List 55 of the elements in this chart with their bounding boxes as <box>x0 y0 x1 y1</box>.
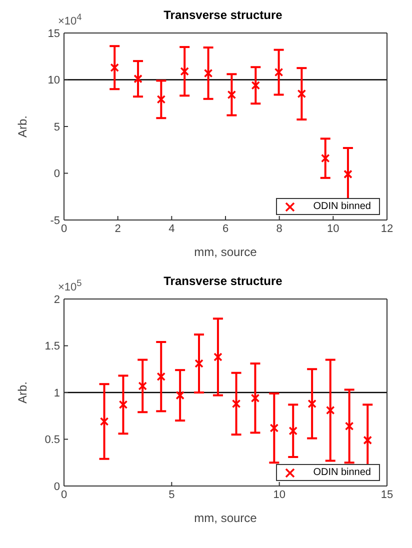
x-tick-label: 10 <box>327 222 340 235</box>
point <box>227 90 236 100</box>
point <box>194 359 204 368</box>
y-tick-label: 1 <box>54 387 60 400</box>
point <box>344 170 352 179</box>
y-axis-title: Arb. <box>15 115 30 138</box>
text: ×10$^{5}$ <box>58 278 82 294</box>
x-tick-label: 15 <box>380 488 394 501</box>
y-axis-title: Arb. <box>15 381 30 404</box>
y-tick-label: 10 <box>48 74 60 87</box>
y-tick-label: 15 <box>48 28 60 40</box>
x-tick-label: 6 <box>222 222 229 235</box>
y-tick-label: 0 <box>54 168 60 180</box>
y-tick-label: 1.5 <box>44 340 60 353</box>
chart-title: Transverse structure <box>164 8 282 22</box>
chart-title: Transverse structure <box>164 274 282 288</box>
point <box>118 400 128 410</box>
point <box>326 406 335 415</box>
point <box>204 68 213 78</box>
point <box>156 372 166 382</box>
x-tick-label: 8 <box>276 222 282 235</box>
y-tick-label: 0.5 <box>44 434 60 446</box>
x-axis-title: mm, source <box>194 245 258 259</box>
point <box>363 436 372 445</box>
point <box>250 394 260 403</box>
point <box>232 399 241 408</box>
y-tick-label: 5 <box>54 121 60 134</box>
point <box>320 154 330 163</box>
point <box>134 74 142 84</box>
point <box>251 80 260 90</box>
x-tick-label: 10 <box>273 488 286 501</box>
x-tick-label: 4 <box>168 222 175 235</box>
point <box>308 399 316 408</box>
point <box>270 424 279 432</box>
point <box>156 94 166 104</box>
x-axis-title: mm, source <box>194 511 258 525</box>
point <box>288 426 298 436</box>
legend-label: ODIN binned <box>313 467 371 478</box>
x-tick-label: 5 <box>168 488 175 501</box>
point <box>176 390 184 400</box>
point <box>180 66 189 76</box>
point <box>344 422 354 431</box>
x-tick-label: 12 <box>380 222 394 235</box>
point <box>110 63 120 72</box>
point <box>100 417 109 426</box>
y-tick-label: 0 <box>54 480 60 493</box>
point <box>297 89 306 98</box>
y-tick-label: 2 <box>54 294 60 306</box>
x-tick-label: 2 <box>114 222 121 235</box>
y-tick-label: -5 <box>50 214 60 227</box>
point <box>138 382 147 390</box>
legend-label: ODIN binned <box>313 201 371 212</box>
text: ×10$^{4}$ <box>58 12 82 28</box>
point <box>274 68 284 77</box>
point <box>214 352 222 362</box>
